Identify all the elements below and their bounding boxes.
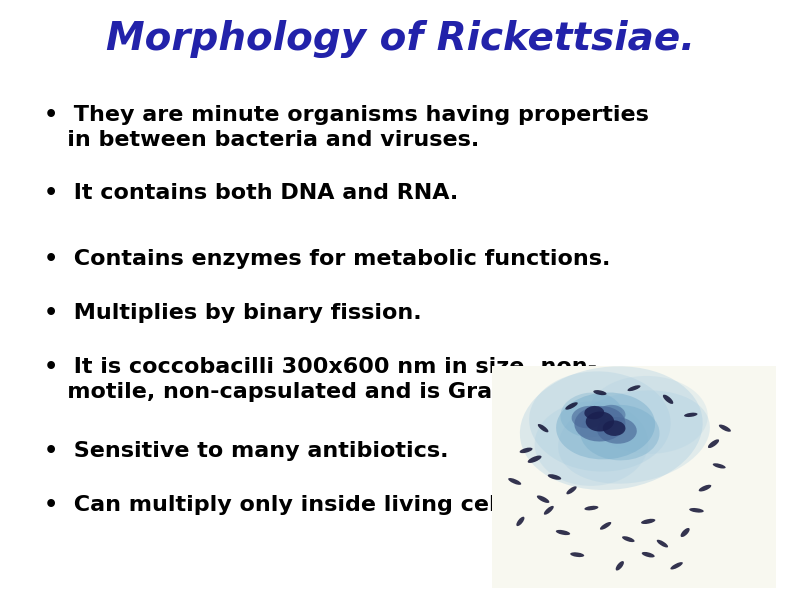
Ellipse shape [719,425,731,432]
Ellipse shape [713,463,726,469]
Ellipse shape [544,506,554,515]
Ellipse shape [538,424,549,433]
Ellipse shape [558,391,710,484]
Text: •  It contains both DNA and RNA.: • It contains both DNA and RNA. [44,183,458,203]
Text: •  Can multiply only inside living cells.: • Can multiply only inside living cells. [44,495,526,515]
Ellipse shape [642,552,654,557]
Ellipse shape [622,536,634,542]
Ellipse shape [548,474,562,480]
Ellipse shape [594,390,606,395]
Ellipse shape [586,412,614,431]
Ellipse shape [520,448,533,453]
Ellipse shape [556,530,570,535]
Ellipse shape [520,367,702,490]
Ellipse shape [597,405,626,425]
Ellipse shape [641,519,655,524]
Ellipse shape [698,485,711,491]
Ellipse shape [556,392,655,460]
Ellipse shape [528,455,542,463]
Ellipse shape [580,405,659,460]
Text: Morphology of Rickettsiae.: Morphology of Rickettsiae. [106,20,694,58]
Ellipse shape [584,406,604,419]
Ellipse shape [534,401,648,486]
Ellipse shape [657,540,668,547]
Ellipse shape [584,506,598,511]
Ellipse shape [602,421,626,436]
Ellipse shape [689,508,704,512]
Ellipse shape [708,439,719,448]
Ellipse shape [681,528,690,537]
Text: •  Multiplies by binary fission.: • Multiplies by binary fission. [44,303,422,323]
Ellipse shape [663,395,674,404]
Ellipse shape [537,496,550,503]
Ellipse shape [684,413,698,417]
Text: •  It is coccobacilli 300x600 nm in size, non-
   motile, non-capsulated and is : • It is coccobacilli 300x600 nm in size,… [44,357,643,402]
Ellipse shape [574,406,626,442]
Ellipse shape [516,517,525,526]
Ellipse shape [529,371,670,472]
Text: •  Contains enzymes for metabolic functions.: • Contains enzymes for metabolic functio… [44,249,610,269]
Ellipse shape [670,562,683,569]
Text: •  Sensitive to many antibiotics.: • Sensitive to many antibiotics. [44,441,449,461]
Ellipse shape [597,417,637,444]
Ellipse shape [600,522,611,530]
Text: •  They are minute organisms having properties
   in between bacteria and viruse: • They are minute organisms having prope… [44,105,649,150]
Ellipse shape [572,406,606,428]
Ellipse shape [560,392,622,437]
Ellipse shape [589,376,708,454]
Ellipse shape [508,478,522,485]
Ellipse shape [616,561,624,571]
Ellipse shape [566,402,578,410]
Ellipse shape [566,486,577,494]
Ellipse shape [570,553,584,557]
Ellipse shape [627,385,641,391]
